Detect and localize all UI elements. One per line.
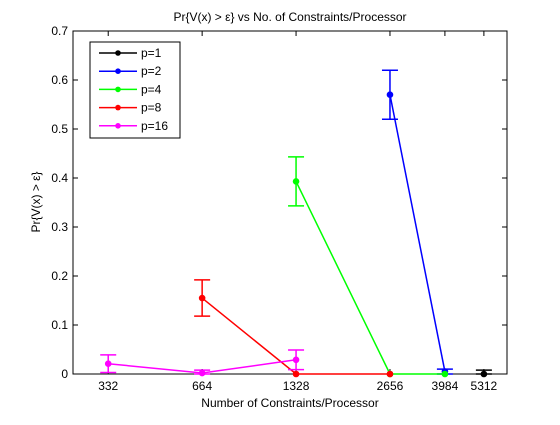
legend-marker <box>115 68 121 74</box>
x-axis: 332 664 1328 2656 3984 5312 <box>98 31 498 393</box>
data-point <box>292 178 300 185</box>
chart-title: Pr{V(x) > ε} vs No. of Constraints/Proce… <box>173 10 406 24</box>
data-point <box>104 360 112 368</box>
legend-item: p=16 <box>99 119 168 133</box>
data-point <box>386 91 394 98</box>
x-tick-label: 5312 <box>471 379 498 393</box>
x-tick-label: 664 <box>192 379 212 393</box>
x-tick-label: 332 <box>98 379 118 393</box>
legend-marker <box>115 123 121 129</box>
series-line <box>389 94 446 372</box>
legend-marker <box>115 86 121 93</box>
legend-label: p=1 <box>141 46 162 60</box>
y-tick-label: 0.1 <box>51 318 68 332</box>
legend-marker <box>115 104 121 111</box>
x-tick-label: 3984 <box>432 379 459 393</box>
y-tick-label: 0.5 <box>51 122 68 136</box>
legend-label: p=8 <box>141 101 162 115</box>
series-layer <box>100 69 492 378</box>
data-point <box>198 294 206 302</box>
legend: p=1 p=2 p=4 p=8 p=16 <box>89 41 181 139</box>
data-point <box>441 370 449 378</box>
legend-item: p=2 <box>99 64 162 78</box>
data-point <box>198 369 206 377</box>
y-tick-label: 0.7 <box>51 24 68 38</box>
y-tick-label: 0 <box>61 367 68 381</box>
legend-label: p=2 <box>141 64 162 78</box>
data-point <box>292 356 300 364</box>
data-point <box>386 370 394 378</box>
legend-label: p=16 <box>141 119 168 133</box>
legend-item: p=8 <box>99 101 162 115</box>
series-p-16 <box>100 349 305 377</box>
legend-label: p=4 <box>141 82 162 96</box>
legend-marker <box>115 50 121 56</box>
y-tick-label: 0.2 <box>51 269 68 283</box>
x-axis-label: Number of Constraints/Processor <box>201 396 378 410</box>
y-tick-label: 0.3 <box>51 220 68 234</box>
x-tick-label: 1328 <box>283 379 310 393</box>
y-tick-label: 0.6 <box>51 73 68 87</box>
data-point <box>292 370 300 378</box>
legend-item: p=4 <box>99 82 162 96</box>
data-point <box>480 370 488 378</box>
x-tick-label: 2656 <box>377 379 404 393</box>
legend-item: p=1 <box>99 46 162 60</box>
y-tick-label: 0.4 <box>51 171 68 185</box>
y-axis: 0 0.1 0.2 0.3 0.4 0.5 0.6 0.7 <box>51 24 507 381</box>
y-axis-label: Pr{V(x) > ε} <box>29 171 43 232</box>
series-p-8 <box>194 279 394 378</box>
series-p-1 <box>475 369 492 378</box>
